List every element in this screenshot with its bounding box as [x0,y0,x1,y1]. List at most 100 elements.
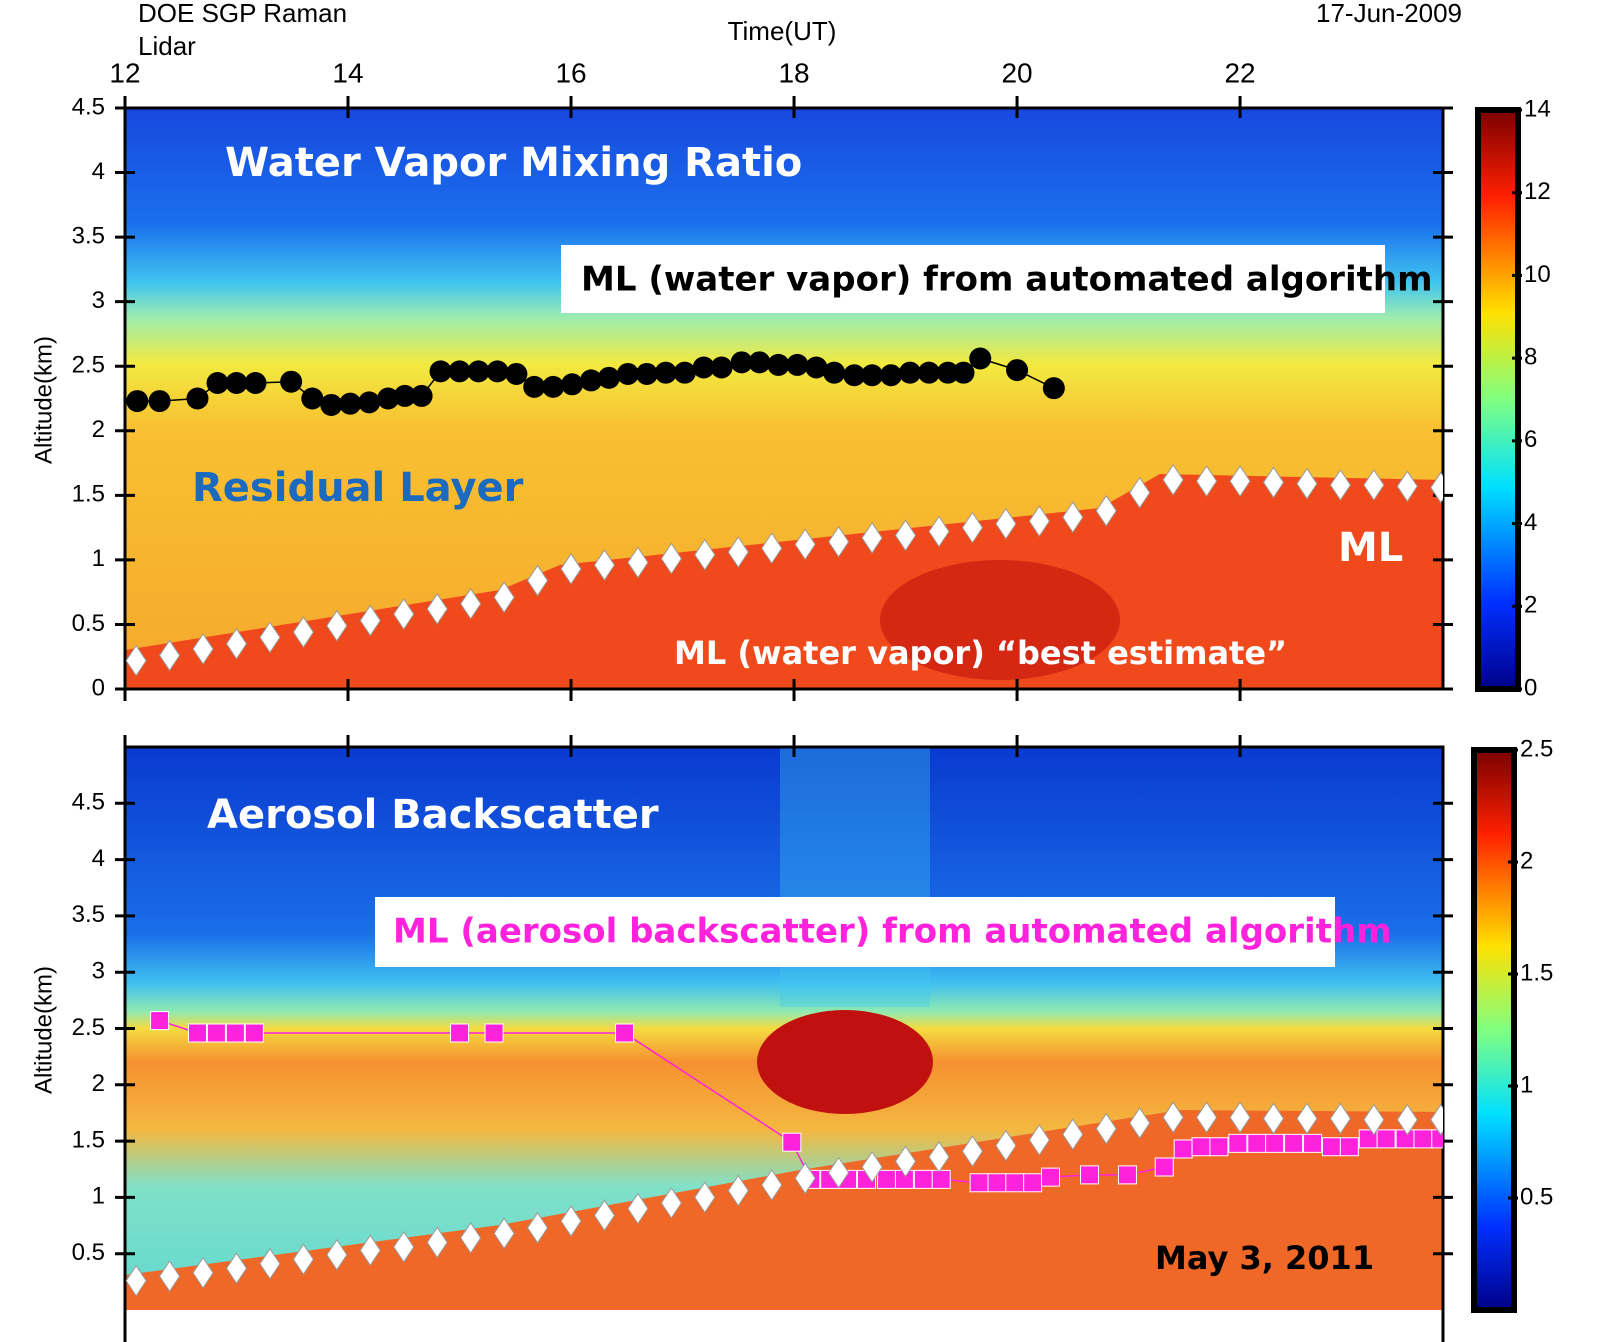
ml-point [617,363,639,385]
ml-point [674,362,696,384]
ml-point [505,363,527,385]
x-axis-label: Time(UT) [728,16,837,46]
ml-point [561,373,583,395]
ml-point [1006,359,1028,381]
ml-point [1081,1166,1099,1184]
ml-point [616,1024,634,1042]
ml-point [245,1024,263,1042]
ml-point [1396,1130,1414,1148]
ml-point [899,362,921,384]
ml-point [1377,1130,1395,1148]
colorbar-tick-label: 14 [1524,95,1551,122]
y-axis-label: Altitude(km) [30,966,57,1094]
figure: DOE SGP Raman Lidar Time(UT) 17-Jun-2009… [0,0,1616,1342]
ml-point [320,394,342,416]
y-tick-label: 4.5 [72,789,105,816]
ml-point [970,1174,988,1192]
y-tick-label: 3.5 [72,222,105,249]
date-label: 17-Jun-2009 [1316,0,1462,28]
colorbar-tick-label: 0 [1524,674,1537,701]
ml-point [1174,1140,1192,1158]
ml-point [1043,377,1065,399]
y-tick-label: 2 [92,416,105,443]
ml-point [1192,1138,1210,1156]
x-tick-label: 16 [555,57,586,88]
y-tick-label: 1.5 [72,481,105,508]
ml-point [786,354,808,376]
annotation: ML [1338,525,1403,571]
ml-point [280,371,302,393]
x-tick-label: 18 [778,57,809,88]
colorbar-tick-label: 12 [1524,178,1551,205]
ml-point [823,362,845,384]
y-tick-label: 2.5 [72,352,105,379]
ml-point [1155,1158,1173,1176]
ml-point [914,1170,932,1188]
x-tick-label: 22 [1224,57,1255,88]
ml-point [598,367,620,389]
ml-point [1024,1174,1042,1192]
page: DOE SGP Raman Lidar Time(UT) 17-Jun-2009… [0,0,1616,1342]
ml-point [339,393,361,415]
ml-point [1340,1138,1358,1156]
ml-point [451,1024,469,1042]
x-tick-label: 14 [332,57,363,88]
colorbar [1478,110,1518,689]
y-tick-label: 1 [92,545,105,572]
colorbar-tick-label: 1 [1520,1071,1533,1098]
ml-point [969,347,991,369]
ml-point [151,1012,169,1030]
ml-point [918,362,940,384]
ml-point [1285,1134,1303,1152]
ml-point [861,364,883,386]
ml-point [932,1170,950,1188]
x-tick-label: 12 [109,57,140,88]
ml-point [226,372,248,394]
y-tick-label: 3 [92,958,105,985]
ml-point [1006,1174,1024,1192]
y-tick-label: 0.5 [72,1239,105,1266]
y-tick-label: 1 [92,1183,105,1210]
ml-point [188,1024,206,1042]
ml-point [149,390,171,412]
ml-point [1304,1134,1322,1152]
source-label: Lidar [138,31,196,61]
ml-point [711,357,733,379]
colorbar-tick-label: 8 [1524,343,1537,370]
annotation: ML (water vapor) “best estimate” [674,634,1287,672]
y-tick-label: 4.5 [72,93,105,120]
ml-point [486,360,508,382]
ml-point [485,1024,503,1042]
ml-point [1210,1138,1228,1156]
y-axis-label: Altitude(km) [30,336,57,464]
ml-point [411,385,433,407]
ml-point [953,362,975,384]
ml-point [878,1170,896,1188]
y-tick-label: 2 [92,1070,105,1097]
colorbar-tick-label: 2.5 [1520,735,1553,762]
ml-point [126,390,148,412]
ml-point [186,388,208,410]
ml-point [226,1024,244,1042]
ml-point [244,372,266,394]
ml-point [1229,1134,1247,1152]
y-tick-label: 3.5 [72,901,105,928]
ml-point [301,388,323,410]
ml-point [542,376,564,398]
y-tick-label: 3 [92,287,105,314]
colorbar-tick-label: 6 [1524,426,1537,453]
y-tick-label: 0 [92,674,105,701]
ml-point [748,351,770,373]
colorbar-tick-label: 0.5 [1520,1183,1553,1210]
x-tick-label: 20 [1001,57,1032,88]
colorbar-tick-label: 4 [1524,509,1537,536]
panel-title: Water Vapor Mixing Ratio [225,140,802,186]
annotation: May 3, 2011 [1155,1239,1374,1277]
ml-point [767,354,789,376]
y-tick-label: 4 [92,845,105,872]
y-tick-label: 1.5 [72,1126,105,1153]
annotation: ML (aerosol backscatter) from automated … [393,912,1392,952]
colorbar-tick-label: 10 [1524,261,1551,288]
source-label: DOE SGP Raman [138,0,347,28]
y-tick-label: 0.5 [72,610,105,637]
